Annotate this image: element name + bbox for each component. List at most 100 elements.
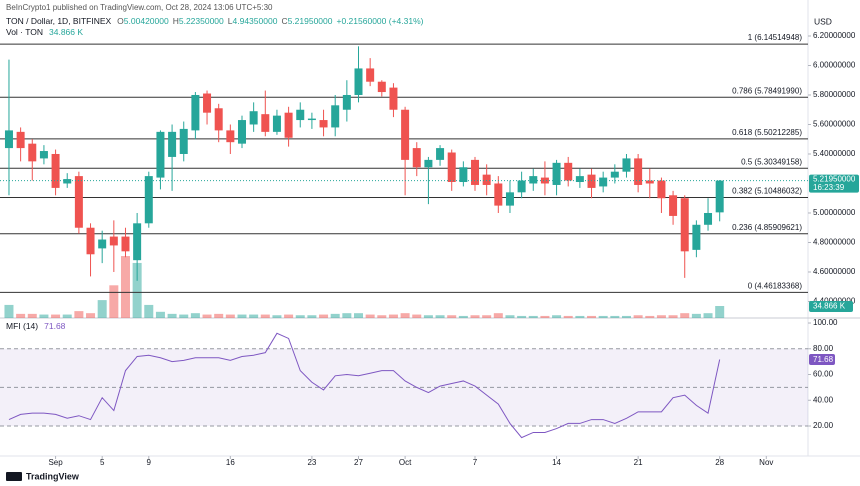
y-tick-label: 20.00	[813, 421, 834, 430]
y-tick-label: 5.00000000	[813, 208, 856, 217]
candle-body	[669, 195, 678, 216]
candle-body	[517, 180, 526, 193]
candle-body	[296, 109, 305, 121]
volume-bar	[423, 315, 433, 318]
volume-bar	[97, 300, 107, 318]
volume-bar	[179, 314, 189, 318]
candle-body	[63, 179, 72, 184]
volume-bar	[458, 315, 468, 318]
volume-bar	[563, 315, 573, 318]
volume-bar	[552, 315, 562, 318]
change: +0.21560000 (+4.31%)	[337, 16, 424, 26]
y-tick-label: 6.20000000	[813, 31, 856, 40]
volume-bar	[633, 315, 643, 318]
volume-bar	[4, 304, 14, 318]
candle-body	[622, 158, 631, 172]
volume-bar	[237, 314, 247, 318]
volume-title: Vol · TON	[6, 27, 43, 37]
x-tick-label: 7	[473, 458, 478, 467]
volume-bar	[16, 313, 26, 318]
candle-body	[342, 94, 351, 110]
volume-bar	[517, 315, 527, 318]
volume-bar	[225, 314, 235, 318]
candle-body	[261, 114, 270, 132]
symbol-line: TON / Dollar, 1D, BITFINEX O5.00420000 H5.…	[6, 16, 424, 26]
volume-bar	[435, 315, 445, 318]
volume-bar	[86, 313, 96, 318]
volume-bar	[691, 313, 701, 318]
volume-bar	[715, 306, 725, 318]
plot-layer: 1 (6.14514948) 0.786 (5.78491990) 0.618 (5…	[0, 31, 859, 467]
candle-body	[680, 198, 689, 252]
fib-label: 0.382 (5.10486032)	[732, 187, 802, 196]
ohlc-label: L	[228, 16, 233, 26]
volume-bar	[307, 315, 317, 318]
candle-body	[436, 148, 445, 160]
volume-bar	[680, 313, 690, 318]
candle-body	[156, 131, 165, 178]
candle-body	[121, 236, 130, 252]
candle-body	[482, 174, 491, 185]
volume-bar	[575, 315, 585, 318]
y-tick-label: 60.00	[813, 370, 834, 379]
volume-bar	[109, 285, 119, 318]
y-tick-label: 4.60000000	[813, 267, 856, 276]
fib-label: 0 (4.46183368)	[748, 281, 803, 290]
x-tick-label: 16	[226, 458, 235, 467]
candle-body	[529, 176, 538, 184]
candle-body	[4, 130, 13, 149]
volume-bar	[412, 314, 422, 318]
volume-bar	[587, 315, 597, 318]
logo: TradingView	[6, 471, 80, 481]
volume-bar	[505, 315, 515, 318]
fib-label: 0.5 (5.30349158)	[741, 157, 802, 166]
ohlc-label: H	[173, 16, 179, 26]
volume-bar	[260, 314, 270, 318]
volume-bar	[703, 313, 713, 318]
candle-body	[412, 148, 421, 168]
candle-body	[540, 177, 549, 184]
x-tick-label: 21	[634, 458, 643, 467]
candle-body	[505, 192, 514, 206]
candle-body	[494, 183, 503, 206]
volume-bar	[388, 314, 398, 318]
y-tick-label: 80.00	[813, 344, 834, 353]
volume-bar	[598, 315, 608, 318]
volume-bar	[656, 315, 666, 318]
candle-body	[307, 118, 316, 121]
volume-value: 34.866 K	[49, 27, 83, 37]
ohlc-value: 5.22350000	[179, 16, 224, 26]
candle-body	[179, 128, 188, 154]
volume-bar	[528, 315, 538, 318]
x-tick-label: 14	[552, 458, 561, 467]
x-tick-label: 5	[100, 458, 105, 467]
volume-bar	[319, 314, 329, 318]
ohlc-label: C	[281, 16, 287, 26]
y-tick-label: 5.60000000	[813, 120, 856, 129]
candle-body	[552, 162, 561, 185]
volume-bar	[330, 313, 340, 318]
ohlc-label: O	[117, 16, 124, 26]
candle-body	[401, 109, 410, 160]
volume-bar	[400, 313, 410, 318]
candle-body	[424, 159, 433, 168]
volume-bar	[610, 315, 620, 318]
volume-bar	[155, 311, 165, 318]
x-tick-label: 27	[354, 458, 363, 467]
candle-body	[203, 93, 212, 113]
mfi-line	[8, 332, 721, 439]
candle-body	[575, 176, 584, 183]
countdown: 16:23:39	[813, 183, 845, 192]
candle-body	[16, 131, 25, 149]
y-tick-label: 6.00000000	[813, 61, 856, 70]
x-tick-label: Sep	[48, 458, 63, 467]
mfi-value: 71.68	[44, 321, 66, 331]
mfi-tag	[809, 353, 835, 365]
volume-bar	[190, 313, 200, 318]
candle-body	[645, 180, 654, 184]
volume-bar	[493, 313, 503, 318]
ohlc-value: 5.21950000	[288, 16, 333, 26]
y-tick-label: 40.00	[813, 395, 834, 404]
